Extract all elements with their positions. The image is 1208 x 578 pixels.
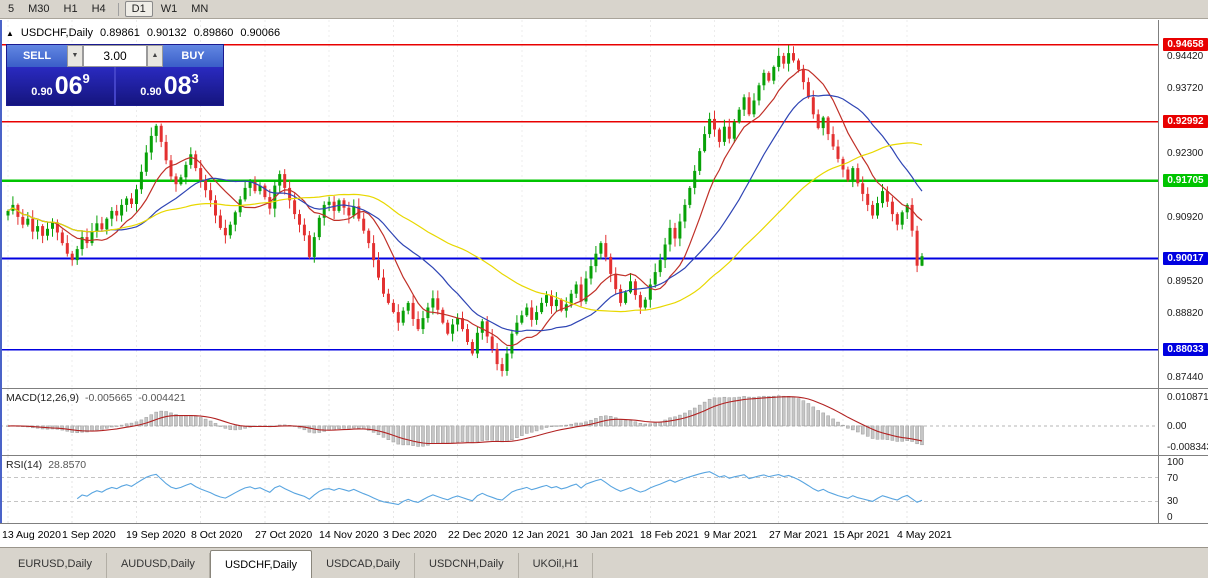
- macd-label: MACD(12,26,9) -0.005665 -0.004421: [6, 392, 186, 404]
- one-click-trading-panel: SELL ▼ 3.00 ▲ BUY 0.90 06 9 0.90 08 3: [6, 44, 224, 106]
- chart-tab-usdcad[interactable]: USDCAD,Daily: [312, 553, 416, 578]
- price-level-tag[interactable]: 0.88033: [1163, 343, 1208, 356]
- date-label: 8 Oct 2020: [191, 529, 243, 541]
- date-label: 22 Dec 2020: [448, 529, 508, 541]
- sell-price-pipette: 9: [82, 71, 90, 86]
- date-label: 14 Nov 2020: [319, 529, 379, 541]
- ohlc-close: 0.90066: [240, 27, 281, 39]
- timeframe-button-m30[interactable]: M30: [28, 3, 50, 15]
- date-label: 18 Feb 2021: [640, 529, 699, 541]
- timeframe-button-5[interactable]: 5: [8, 3, 15, 15]
- rsi-chart[interactable]: [0, 456, 1158, 523]
- rsi-axis[interactable]: 100 70 30 0: [1158, 456, 1208, 523]
- sell-price-big: 06: [54, 72, 83, 100]
- timeframe-button-d1[interactable]: D1: [124, 1, 153, 17]
- macd-panel: MACD(12,26,9) -0.005665 -0.004421: [0, 389, 1158, 455]
- chart-tab-audusd[interactable]: AUDUSD,Daily: [107, 553, 210, 578]
- macd-axis-min: -0.008343: [1167, 442, 1208, 453]
- price-axis-label: 0.88820: [1167, 308, 1204, 319]
- price-axis-label: 0.92300: [1167, 148, 1204, 159]
- chart-tab-eurusd[interactable]: EURUSD,Daily: [4, 553, 107, 578]
- price-level-tag[interactable]: 0.94658: [1163, 38, 1208, 51]
- volume-input[interactable]: 3.00: [83, 45, 147, 67]
- rsi-label: RSI(14) 28.8570: [6, 459, 86, 471]
- panel-splitter[interactable]: [0, 523, 1208, 524]
- buy-price-big: 08: [163, 72, 192, 100]
- panel-splitter[interactable]: [0, 455, 1208, 456]
- price-level-tag[interactable]: 0.91705: [1163, 174, 1208, 187]
- timeframe-button-h4[interactable]: H4: [91, 3, 106, 15]
- ohlc-open: 0.89861: [100, 27, 140, 39]
- date-label: 13 Aug 2020: [2, 529, 61, 541]
- buy-price-base: 0.90: [140, 86, 162, 98]
- date-label: 1 Sep 2020: [62, 529, 116, 541]
- sell-button[interactable]: SELL: [7, 45, 67, 67]
- date-label: 12 Jan 2021: [512, 529, 570, 541]
- macd-name: MACD(12,26,9): [6, 392, 79, 404]
- macd-value-2: -0.004421: [138, 392, 186, 404]
- buy-price-display: 0.90 08 3: [116, 67, 223, 105]
- price-axis-label: 0.94420: [1167, 51, 1204, 62]
- price-level-tag[interactable]: 0.90017: [1163, 252, 1208, 265]
- chart-title: ▲ USDCHF,Daily 0.89861 0.90132 0.89860 0…: [6, 27, 280, 39]
- price-axis-label: 0.93720: [1167, 83, 1204, 94]
- chart-symbol: USDCHF,Daily: [20, 27, 94, 39]
- time-axis[interactable]: 13 Aug 2020 1 Sep 2020 19 Sep 2020 8 Oct 20…: [0, 524, 1208, 547]
- price-axis-label: 0.89520: [1167, 276, 1204, 287]
- macd-axis-zero: 0.00: [1167, 421, 1187, 432]
- timeframe-button-mn[interactable]: MN: [191, 3, 209, 15]
- price-axis-label: 0.90920: [1167, 212, 1204, 223]
- chart-tabs: EURUSD,Daily AUDUSD,Daily USDCHF,Daily USDC…: [0, 547, 1208, 578]
- toolbar-separator: [117, 2, 119, 16]
- macd-chart[interactable]: [0, 389, 1158, 455]
- date-label: 4 May 2021: [897, 529, 952, 541]
- date-label: 3 Dec 2020: [383, 529, 437, 541]
- date-label: 9 Mar 2021: [704, 529, 758, 541]
- timeframe-toolbar: 5 M30 H1 H4 D1 W1 MN: [0, 0, 1208, 19]
- date-label: 27 Mar 2021: [769, 529, 828, 541]
- rsi-axis-label: 30: [1167, 496, 1179, 507]
- rsi-value: 28.8570: [48, 459, 87, 471]
- price-divider: [114, 67, 116, 105]
- panel-splitter[interactable]: [0, 388, 1208, 389]
- volume-increase-button[interactable]: ▲: [147, 45, 163, 67]
- price-level-tag[interactable]: 0.92992: [1163, 115, 1208, 128]
- date-label: 15 Apr 2021: [833, 529, 890, 541]
- chart-tab-usdcnh[interactable]: USDCNH,Daily: [415, 553, 519, 578]
- timeframe-button-h1[interactable]: H1: [63, 3, 78, 15]
- macd-axis-max: 0.010871: [1167, 392, 1208, 403]
- timeframe-button-w1[interactable]: W1: [160, 3, 178, 15]
- macd-axis[interactable]: 0.010871 0.00 -0.008343: [1158, 389, 1208, 455]
- price-axis-label: 0.87440: [1167, 372, 1204, 383]
- rsi-axis-label: 0: [1167, 512, 1173, 523]
- buy-button[interactable]: BUY: [163, 45, 223, 67]
- buy-price-pipette: 3: [191, 71, 199, 86]
- ohlc-high: 0.90132: [146, 27, 187, 39]
- sell-price-base: 0.90: [31, 86, 53, 98]
- chart-tab-ukoil[interactable]: UKOil,H1: [519, 553, 594, 578]
- rsi-name: RSI(14): [6, 459, 43, 471]
- main-chart-panel: ▲ USDCHF,Daily 0.89861 0.90132 0.89860 0…: [0, 20, 1158, 388]
- chart-tab-usdchf[interactable]: USDCHF,Daily: [209, 550, 313, 578]
- date-label: 30 Jan 2021: [576, 529, 634, 541]
- macd-value-1: -0.005665: [84, 392, 133, 404]
- sell-price-display: 0.90 06 9: [7, 67, 114, 105]
- rsi-axis-label: 70: [1167, 473, 1179, 484]
- rsi-axis-label: 100: [1167, 457, 1184, 468]
- volume-decrease-button[interactable]: ▼: [67, 45, 83, 67]
- price-axis[interactable]: 0.94420 0.93720 0.92300 0.90920 0.89520 0.888…: [1158, 20, 1208, 388]
- rsi-panel: RSI(14) 28.8570: [0, 456, 1158, 523]
- date-label: 27 Oct 2020: [255, 529, 313, 541]
- ohlc-low: 0.89860: [193, 27, 234, 39]
- window-edge: [0, 20, 2, 523]
- date-label: 19 Sep 2020: [126, 529, 186, 541]
- chart-icon: ▲: [6, 28, 14, 38]
